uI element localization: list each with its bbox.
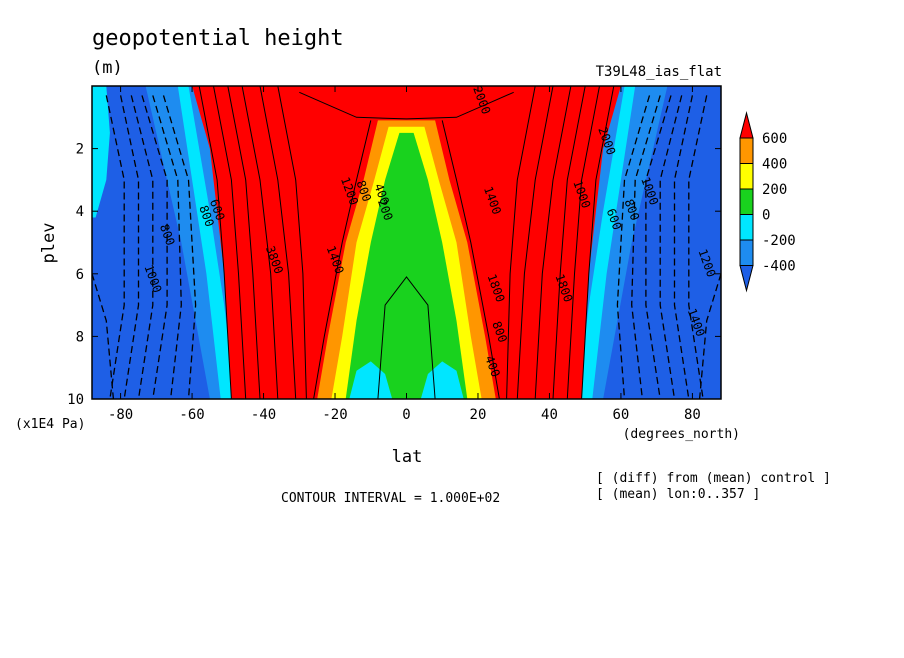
- dashed-contour: [105, 95, 125, 399]
- legend-label: -200: [762, 233, 796, 249]
- run-label: T39L48_ias_flat: [596, 64, 722, 80]
- region-green-core: [345, 132, 468, 399]
- dashed-contour: [119, 95, 140, 399]
- contour-label: 800: [354, 178, 375, 203]
- x-axis-label: lat: [392, 447, 423, 467]
- contour-label: 400: [482, 354, 503, 379]
- y-axis-ticks: 2 4 6 8 10: [67, 142, 721, 408]
- contour-label: 600: [207, 197, 228, 222]
- solid-contour: [213, 86, 247, 399]
- solid-contour: [581, 86, 615, 399]
- x-axis-unit: (degrees_north): [623, 427, 740, 442]
- dashed-contour: [141, 95, 168, 399]
- contour-label: 400: [371, 182, 392, 207]
- solid-contour: [227, 86, 261, 399]
- legend-swatch: [739, 214, 754, 241]
- dashed-contour: [698, 273, 721, 399]
- region-cyan-band-sh: [177, 86, 235, 399]
- contour-interval: CONTOUR INTERVAL = 1.000E+02: [281, 491, 500, 506]
- legend-swatch-top: [739, 111, 754, 139]
- dashed-contour: [659, 95, 683, 399]
- dashed-contour: [673, 95, 694, 399]
- legend-swatch: [739, 188, 754, 215]
- contour-lines: [92, 86, 721, 399]
- y-tick-label: 4: [76, 204, 84, 220]
- contour-label: 800: [157, 222, 178, 247]
- region-cyan-band-nh: [578, 86, 636, 399]
- dashed-contour: [645, 95, 672, 399]
- solid-contour: [299, 91, 514, 120]
- solid-contour: [313, 120, 372, 399]
- solid-contour: [566, 86, 600, 399]
- note-diff: [ (diff) from (mean) control ]: [596, 471, 831, 486]
- y-axis-label: plev: [39, 223, 59, 264]
- color-regions: [92, 86, 721, 399]
- color-legend: 600 400 200 0 -200 -400: [739, 111, 796, 293]
- x-tick-label: -40: [251, 407, 276, 423]
- region-cyan-eq-right: [420, 361, 464, 399]
- x-tick-label: 60: [613, 407, 630, 423]
- contour-label: 200: [375, 197, 396, 222]
- region-cyan-sh-upper: [92, 86, 110, 218]
- x-tick-label: 80: [684, 407, 701, 423]
- solid-contour: [259, 86, 297, 399]
- dashed-contour: [162, 95, 197, 399]
- contour-label: 600: [604, 207, 625, 232]
- solid-contour: [198, 86, 232, 399]
- contour-label: 800: [196, 204, 217, 229]
- legend-label: 400: [762, 157, 787, 173]
- x-tick-label: -20: [322, 407, 347, 423]
- x-tick-label: -60: [179, 407, 204, 423]
- legend-label: 200: [762, 182, 787, 198]
- legend-label: 0: [762, 208, 770, 224]
- solid-contour: [277, 86, 307, 399]
- solid-contour: [377, 276, 436, 399]
- legend-label: 600: [762, 131, 787, 147]
- contour-label: 800: [622, 197, 643, 222]
- dashed-contour: [152, 95, 182, 399]
- legend-swatch: [739, 163, 754, 190]
- legend-swatch: [739, 239, 754, 266]
- solid-contour: [534, 86, 572, 399]
- x-axis-ticks: -80 -60 -40 -20 0 20 40 60 80: [108, 86, 701, 423]
- legend-label: -400: [762, 259, 796, 275]
- x-tick-label: 40: [541, 407, 558, 423]
- solid-contour: [241, 86, 279, 399]
- chart-units: (m): [92, 58, 123, 78]
- x-tick-label: 0: [402, 407, 410, 423]
- y-tick-label: 6: [76, 267, 84, 283]
- y-tick-label: 2: [76, 142, 84, 158]
- x-tick-label: 20: [470, 407, 487, 423]
- dashed-contour: [631, 95, 661, 399]
- region-cyan-eq-left: [349, 361, 393, 399]
- solid-contour: [441, 120, 500, 399]
- legend-swatch: [739, 137, 754, 164]
- dashed-contour: [616, 95, 651, 399]
- y-axis-unit: (x1E4 Pa): [15, 417, 85, 432]
- solid-contour: [506, 86, 536, 399]
- x-tick-label: -80: [108, 407, 133, 423]
- solid-contour: [552, 86, 586, 399]
- dashed-contour: [92, 273, 115, 399]
- dashed-contour: [688, 95, 708, 399]
- solid-contour: [516, 86, 554, 399]
- y-tick-label: 8: [76, 329, 84, 345]
- chart-title: geopotential height: [92, 26, 344, 51]
- note-mean: [ (mean) lon:0..357 ]: [596, 487, 760, 502]
- y-tick-label: 10: [67, 392, 84, 408]
- legend-swatch-bottom: [739, 265, 754, 293]
- contour-label: 800: [489, 319, 510, 344]
- dashed-contour: [130, 95, 154, 399]
